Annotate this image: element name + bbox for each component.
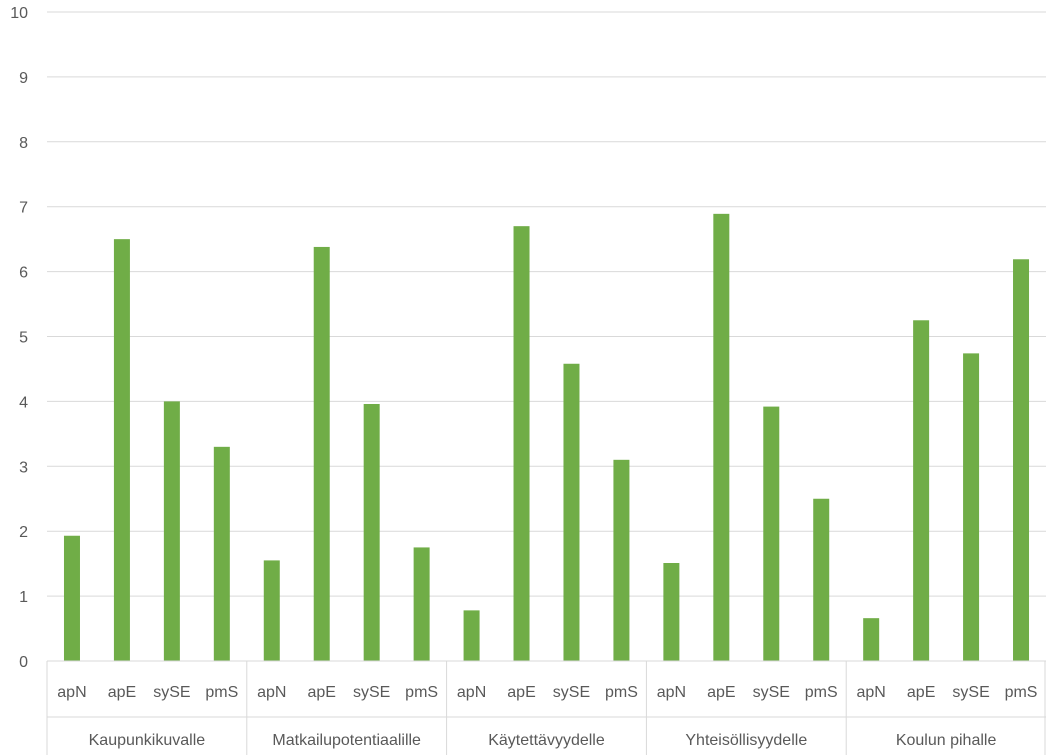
y-tick-label: 10 bbox=[10, 5, 28, 22]
x-group-label: Koulun pihalle bbox=[896, 732, 997, 749]
y-tick-label: 6 bbox=[19, 265, 28, 282]
x-category-label: apN bbox=[57, 684, 86, 701]
bar bbox=[213, 446, 230, 661]
y-axis-tick-labels: 0 1 2 3 4 5 6 7 8 9 10 bbox=[10, 5, 28, 671]
bar bbox=[513, 226, 530, 662]
bar bbox=[163, 401, 180, 661]
x-category-label: apN bbox=[856, 684, 885, 701]
bar bbox=[313, 246, 330, 662]
x-category-label: pmS bbox=[1005, 684, 1038, 701]
x-category-label: sySE bbox=[353, 684, 390, 701]
x-category-label: apN bbox=[657, 684, 686, 701]
y-tick-label: 0 bbox=[19, 654, 28, 671]
bar bbox=[963, 353, 980, 661]
bar bbox=[413, 547, 430, 661]
x-category-label: sySE bbox=[553, 684, 590, 701]
bar bbox=[63, 535, 80, 661]
x-category-label: pmS bbox=[805, 684, 838, 701]
bar bbox=[763, 406, 780, 661]
x-category-label: apE bbox=[507, 684, 535, 701]
y-tick-label: 9 bbox=[19, 70, 28, 87]
y-tick-label: 2 bbox=[19, 524, 28, 541]
bar bbox=[113, 239, 130, 661]
y-tick-label: 5 bbox=[19, 330, 28, 347]
x-group-label: Matkailupotentiaalille bbox=[272, 732, 421, 749]
x-category-label: pmS bbox=[405, 684, 438, 701]
x-category-label: sySE bbox=[952, 684, 989, 701]
bar bbox=[613, 459, 630, 661]
bar bbox=[913, 320, 930, 661]
x-category-label: pmS bbox=[205, 684, 238, 701]
x-group-label: Yhteisöllisyydelle bbox=[685, 732, 807, 749]
x-category-label: apN bbox=[457, 684, 486, 701]
bar bbox=[663, 563, 680, 661]
bar bbox=[863, 618, 880, 661]
x-axis: apN apE sySE pmS Kaupunkikuvalle apN apE sySE pm… bbox=[46, 660, 1046, 755]
y-tick-label: 3 bbox=[19, 459, 28, 476]
bar bbox=[1013, 259, 1030, 661]
x-category-label: pmS bbox=[605, 684, 638, 701]
bar bbox=[463, 610, 480, 661]
y-tick-label: 8 bbox=[19, 135, 28, 152]
x-category-label: apE bbox=[108, 684, 136, 701]
x-category-label: apE bbox=[707, 684, 735, 701]
x-category-label: apE bbox=[307, 684, 335, 701]
x-group-label: Kaupunkikuvalle bbox=[89, 732, 206, 749]
x-category-label: apN bbox=[257, 684, 286, 701]
x-category-label: apE bbox=[907, 684, 935, 701]
bar bbox=[563, 363, 580, 661]
bars bbox=[63, 213, 1030, 662]
y-tick-label: 1 bbox=[19, 589, 28, 606]
y-tick-label: 7 bbox=[19, 200, 28, 217]
gridlines bbox=[47, 11, 1046, 597]
x-category-label: sySE bbox=[753, 684, 790, 701]
bar bbox=[263, 560, 280, 661]
x-category-label: sySE bbox=[153, 684, 190, 701]
bar bbox=[813, 498, 830, 661]
x-group-label: Käytettävyydelle bbox=[488, 732, 605, 749]
bar bbox=[363, 403, 380, 661]
bar bbox=[713, 213, 730, 662]
y-tick-label: 4 bbox=[19, 394, 28, 411]
